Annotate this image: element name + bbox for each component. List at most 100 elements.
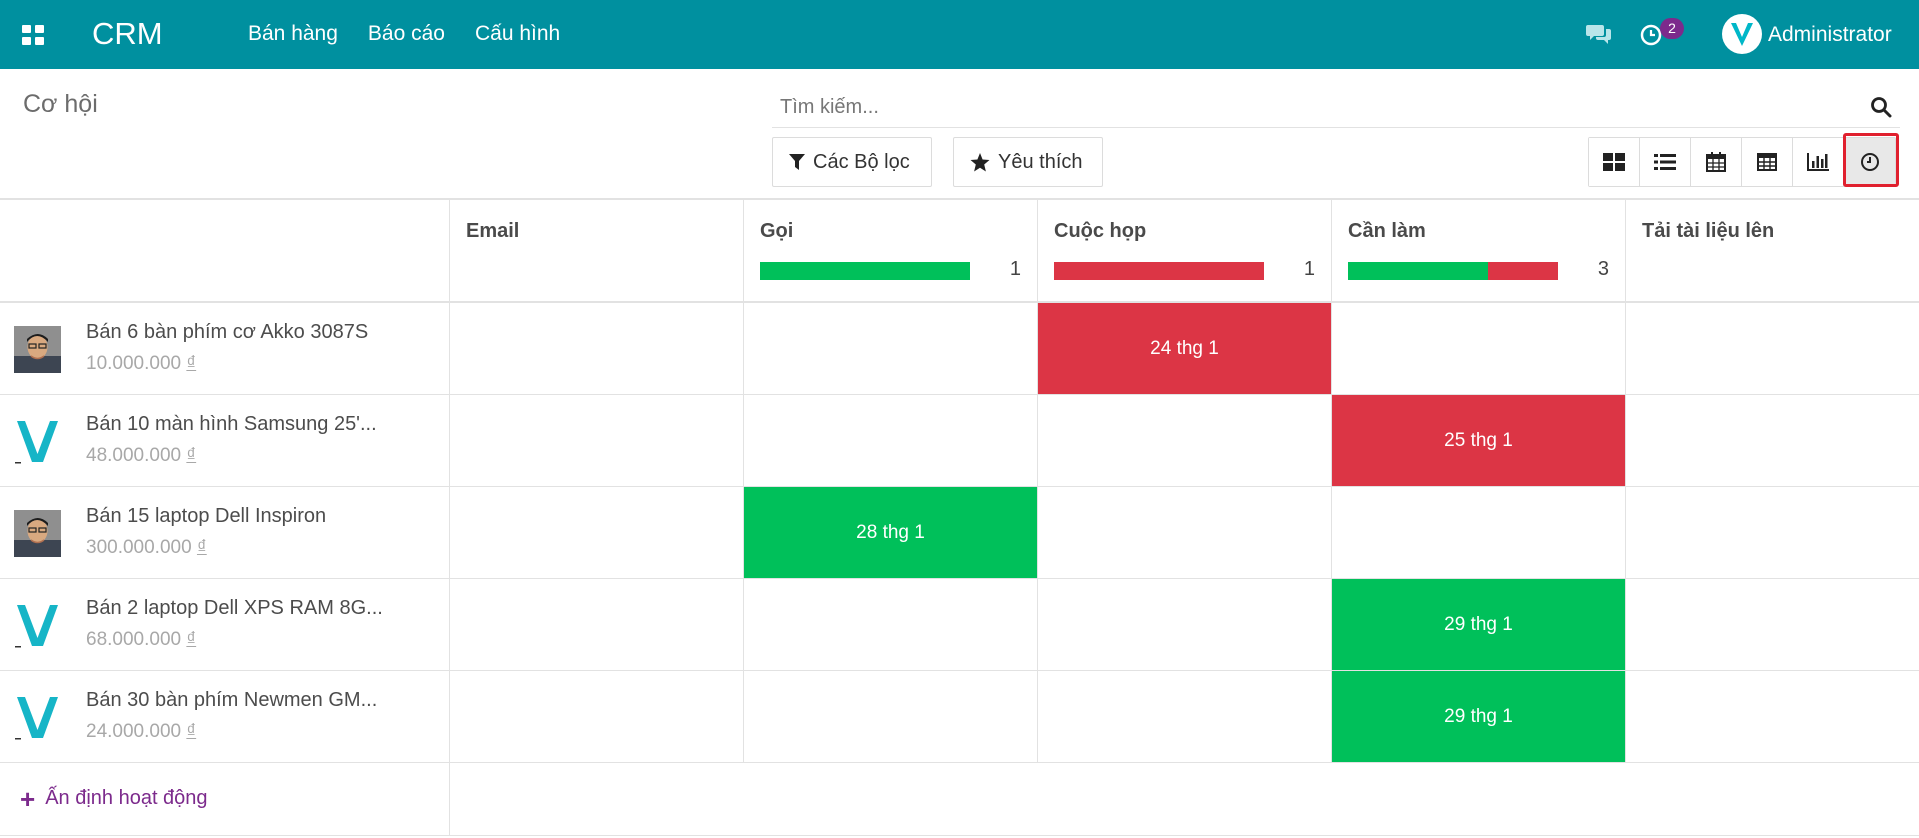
filters-label: Các Bộ lọc (813, 150, 910, 173)
activity-cell[interactable] (1332, 303, 1626, 394)
column-title: Cuộc họp (1054, 220, 1147, 242)
record-amount: 300.000.000 ₫ (86, 537, 207, 559)
activity-cell[interactable] (744, 579, 1038, 670)
activity-cell[interactable] (1038, 487, 1332, 578)
record-name[interactable]: Bán 2 laptop Dell XPS RAM 8G... (86, 597, 383, 619)
record-amount: 48.000.000 ₫ (86, 445, 196, 467)
pivot-view-button[interactable] (1742, 138, 1793, 186)
column-header[interactable]: Tải tài liệu lên (1626, 200, 1919, 301)
record-cell[interactable]: Bán 2 laptop Dell XPS RAM 8G... 68.000.00… (0, 579, 450, 670)
table-row: Bán 6 bàn phím cơ Akko 3087S 10.000.000 ₫… (0, 303, 1919, 395)
activity-cell[interactable]: 29 thg 1 (1332, 671, 1626, 762)
user-name[interactable]: Administrator (1768, 23, 1892, 46)
activity-cell[interactable] (744, 395, 1038, 486)
search-input[interactable] (772, 88, 1852, 126)
activity-cell[interactable] (450, 395, 744, 486)
column-progress-bar[interactable] (1348, 262, 1558, 280)
progress-on-time (760, 262, 970, 280)
table-row: Bán 30 bàn phím Newmen GM... 24.000.000 ₫… (0, 671, 1919, 763)
record-name[interactable]: Bán 15 laptop Dell Inspiron (86, 505, 327, 527)
favorites-button[interactable]: Yêu thích (953, 137, 1103, 187)
progress-overdue (1054, 262, 1264, 280)
star-icon (970, 152, 990, 171)
kanban-icon (1603, 153, 1625, 171)
activity-badge-cell[interactable]: 29 thg 1 (1332, 671, 1625, 762)
activity-cell[interactable] (1626, 303, 1919, 394)
record-currency: ₫ (186, 445, 197, 466)
calendar-view-button[interactable] (1691, 138, 1742, 186)
column-progress-bar[interactable] (1054, 262, 1264, 280)
activity-cell[interactable] (1626, 395, 1919, 486)
activity-cell[interactable]: 28 thg 1 (744, 487, 1038, 578)
activity-badge-cell[interactable]: 29 thg 1 (1332, 579, 1625, 670)
activity-cell[interactable]: 25 thg 1 (1332, 395, 1626, 486)
record-currency: ₫ (186, 353, 197, 374)
activity-cell[interactable] (1626, 487, 1919, 578)
kanban-view-button[interactable] (1589, 138, 1640, 186)
activity-badge-cell[interactable]: 25 thg 1 (1332, 395, 1625, 486)
column-header[interactable]: Cần làm 3 (1332, 200, 1626, 301)
header-corner (0, 200, 450, 301)
list-view-button[interactable] (1640, 138, 1691, 186)
page-title: Cơ hội (23, 90, 98, 118)
user-logo-icon (1731, 23, 1753, 46)
record-amount: 24.000.000 ₫ (86, 721, 196, 743)
activity-cell[interactable]: 24 thg 1 (1038, 303, 1332, 394)
record-name[interactable]: Bán 10 màn hình Samsung 25'... (86, 413, 377, 435)
activity-cell[interactable] (450, 671, 744, 762)
activity-view-button[interactable] (1844, 138, 1895, 186)
activity-cell[interactable] (744, 303, 1038, 394)
activity-grid: Email Gọi 1 Cuộc họp 1 Cần làm 3 Tải tài li… (0, 198, 1919, 836)
record-amount-value: 68.000.000 (86, 629, 182, 650)
activity-cell[interactable] (450, 303, 744, 394)
graph-view-button[interactable] (1793, 138, 1844, 186)
activity-cell[interactable] (1038, 671, 1332, 762)
chat-icon[interactable] (1586, 22, 1612, 46)
search-icon[interactable] (1870, 96, 1892, 118)
footer-empty (450, 763, 1919, 835)
search-bar (772, 88, 1900, 128)
filters-button[interactable]: Các Bộ lọc (772, 137, 932, 187)
column-header[interactable]: Cuộc họp 1 (1038, 200, 1332, 301)
filter-icon (789, 154, 805, 170)
activity-cell[interactable] (450, 487, 744, 578)
top-navbar: CRM Bán hàng Báo cáo Cấu hình 2 Administ… (0, 0, 1919, 69)
record-cell[interactable]: Bán 30 bàn phím Newmen GM... 24.000.000 ₫ (0, 671, 450, 762)
activity-cell[interactable] (744, 671, 1038, 762)
activity-badge-cell[interactable]: 28 thg 1 (744, 487, 1037, 578)
activity-cell[interactable] (1332, 487, 1626, 578)
user-avatar[interactable] (1722, 14, 1762, 54)
progress-overdue (1487, 262, 1558, 280)
activity-cell[interactable] (1626, 671, 1919, 762)
record-cell[interactable]: Bán 10 màn hình Samsung 25'... 48.000.000… (0, 395, 450, 486)
activity-cell[interactable] (1626, 579, 1919, 670)
main-menu: Bán hàng Báo cáo Cấu hình (248, 22, 560, 46)
record-name[interactable]: Bán 30 bàn phím Newmen GM... (86, 689, 378, 711)
column-count: 1 (1009, 258, 1021, 280)
activity-cell[interactable]: 29 thg 1 (1332, 579, 1626, 670)
menu-item-reports[interactable]: Báo cáo (367, 22, 445, 45)
view-switcher (1588, 137, 1896, 187)
activity-clock-icon[interactable] (1639, 20, 1667, 48)
column-header[interactable]: Email (450, 200, 744, 301)
record-cell[interactable]: Bán 6 bàn phím cơ Akko 3087S 10.000.000 ₫ (0, 303, 450, 394)
column-header[interactable]: Gọi 1 (744, 200, 1038, 301)
menu-item-configuration[interactable]: Cấu hình (474, 22, 561, 45)
activity-cell[interactable] (450, 579, 744, 670)
column-count: 1 (1303, 258, 1315, 280)
record-cell[interactable]: Bán 15 laptop Dell Inspiron 300.000.000 ₫ (0, 487, 450, 578)
menu-item-sales[interactable]: Bán hàng (248, 22, 338, 45)
activity-cell[interactable] (1038, 579, 1332, 670)
record-amount-value: 10.000.000 (86, 353, 182, 374)
app-brand[interactable]: CRM (92, 16, 163, 51)
schedule-activity-button[interactable]: + Ấn định hoạt động (20, 783, 208, 814)
record-amount-value: 48.000.000 (86, 445, 182, 466)
plus-icon: + (20, 783, 36, 814)
apps-menu-icon[interactable] (22, 25, 44, 45)
calendar-icon (1706, 152, 1726, 172)
record-name[interactable]: Bán 6 bàn phím cơ Akko 3087S (86, 321, 369, 343)
activity-cell[interactable] (1038, 395, 1332, 486)
activity-badge-cell[interactable]: 24 thg 1 (1038, 303, 1331, 394)
table-row: Bán 15 laptop Dell Inspiron 300.000.000 ₫… (0, 487, 1919, 579)
column-progress-bar[interactable] (760, 262, 970, 280)
